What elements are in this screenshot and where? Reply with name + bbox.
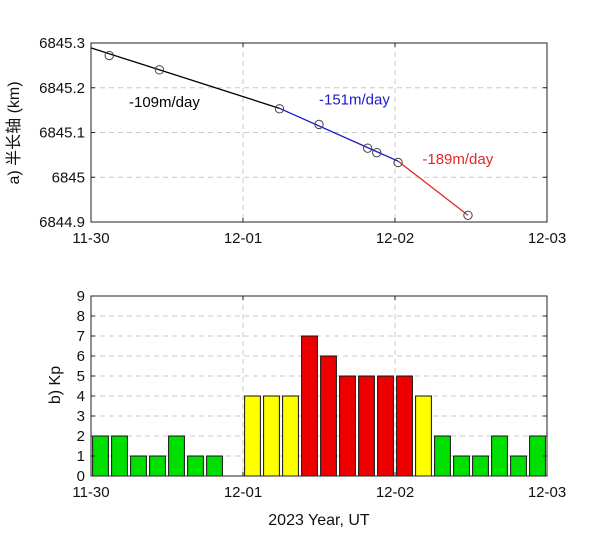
kp-bar	[472, 455, 489, 477]
kp-bar	[396, 375, 413, 477]
panel-a-data-points	[104, 50, 473, 220]
kp-bar	[206, 455, 223, 477]
kp-bar	[377, 375, 394, 477]
panel-b-ticks: 0 1 2 3 4 5 6 7 8 9 11-30 12-01 12-02 12-03	[72, 288, 566, 501]
panel-b-y-tick-label: 0	[77, 468, 85, 485]
fit-line-fit3	[397, 160, 469, 216]
data-point	[274, 104, 285, 114]
kp-bar	[168, 435, 185, 477]
kp-bar	[301, 335, 318, 477]
panel-b-y-tick-label: 3	[77, 408, 85, 425]
panel-b-bars	[92, 335, 546, 477]
kp-bar	[130, 455, 147, 477]
kp-bar	[149, 455, 166, 477]
panel-b-y-tick-label: 5	[77, 368, 85, 385]
kp-bar	[320, 355, 337, 477]
panel-a-x-tick-label: 11-30	[72, 230, 109, 247]
panel-b-x-tick-label: 12-01	[224, 484, 262, 501]
panel-b-y-tick-label: 6	[77, 348, 85, 365]
panel-b-frame	[90, 295, 548, 477]
data-point	[104, 50, 114, 61]
fit-line-fit1	[90, 47, 280, 109]
panel-a-x-tick-label: 12-02	[376, 230, 414, 247]
panel-a-annotations: -109m/day -151m/day -189m/day	[129, 91, 494, 168]
kp-bar	[187, 455, 204, 477]
panel-a-semi-major-axis: 6844.9 6845 6845.1 6845.2 6845.3 11-30 12-01 12…	[5, 35, 566, 247]
data-point	[362, 143, 373, 153]
panel-a-y-tick-label: 6845.2	[39, 80, 85, 97]
kp-bar	[453, 455, 470, 477]
panel-a-x-tick-label: 12-01	[224, 230, 262, 247]
panel-b-kp-index: 0 1 2 3 4 5 6 7 8 9 11-30 12-01 12-02 12-03 b) Kp 202…	[47, 288, 566, 529]
rate-annotation: -151m/day	[319, 91, 390, 108]
kp-bar	[415, 395, 432, 477]
panel-a-x-tick-label: 12-03	[528, 230, 566, 247]
kp-bar	[358, 375, 375, 477]
rate-annotation: -109m/day	[129, 94, 200, 111]
panel-b-x-tick-label: 12-03	[528, 484, 566, 501]
data-point	[154, 65, 165, 75]
panel-a-fit-lines	[90, 47, 469, 216]
panel-b-y-tick-label: 7	[77, 328, 85, 345]
panel-a-y-tick-label: 6845.1	[39, 125, 85, 142]
kp-bar	[510, 455, 527, 477]
rate-annotation: -189m/day	[422, 151, 493, 168]
panel-a-ticks: 6844.9 6845 6845.1 6845.2 6845.3 11-30 12-01 12…	[39, 35, 566, 247]
panel-b-y-tick-label: 8	[77, 308, 85, 325]
kp-bar	[282, 395, 299, 477]
panel-b-y-tick-label: 1	[77, 448, 85, 465]
data-point	[463, 210, 473, 220]
kp-bar	[111, 435, 128, 477]
panel-b-grid	[91, 296, 547, 476]
data-point	[372, 147, 382, 158]
fit-line-fit2	[279, 107, 399, 162]
panel-a-y-tick-label: 6845.3	[39, 35, 85, 52]
panel-b-y-tick-label: 2	[77, 428, 85, 445]
panel-a-y-tick-label: 6844.9	[39, 214, 85, 231]
panel-b-x-tick-label: 12-02	[376, 484, 414, 501]
panel-b-y-tick-label: 4	[77, 388, 85, 405]
panel-a-y-axis-label: a) 半长轴 (km)	[5, 81, 23, 184]
panel-b-y-axis-label: b) Kp	[47, 366, 64, 404]
kp-bar	[339, 375, 356, 477]
kp-bar	[263, 395, 280, 477]
kp-bar	[491, 435, 508, 477]
panel-b-x-tick-label: 11-30	[72, 484, 109, 501]
data-point	[314, 119, 324, 130]
panel-b-y-tick-label: 9	[77, 288, 85, 305]
data-point	[393, 157, 403, 168]
kp-bar	[434, 435, 451, 477]
panel-a-y-tick-label: 6845	[52, 169, 85, 186]
panel-a-grid	[91, 43, 547, 222]
kp-bar	[244, 395, 261, 477]
panel-b-x-axis-label: 2023 Year, UT	[268, 512, 370, 529]
